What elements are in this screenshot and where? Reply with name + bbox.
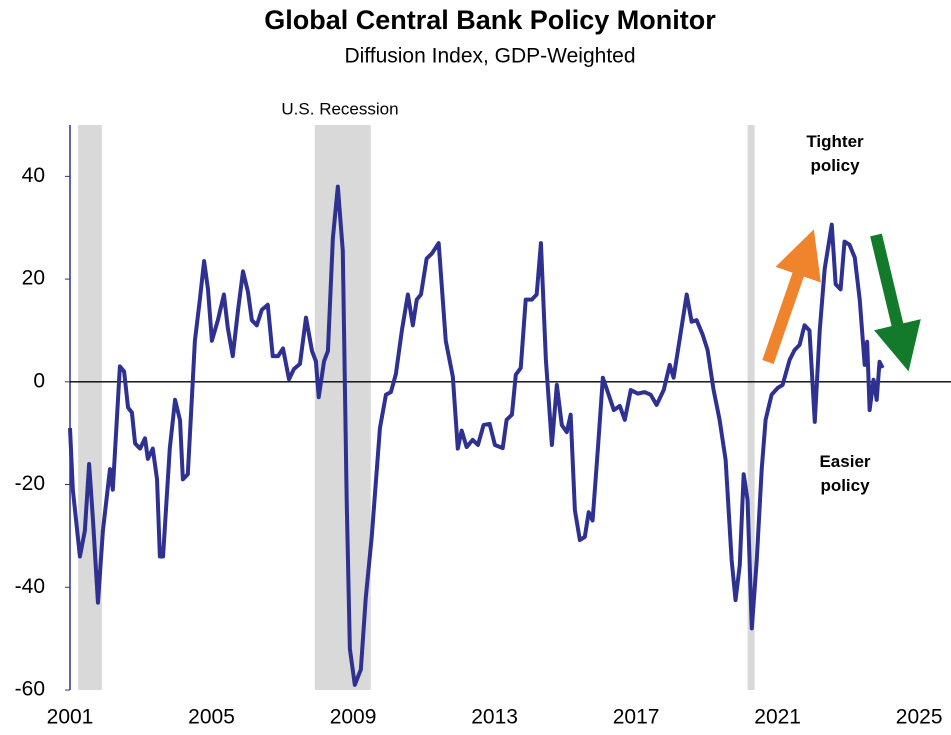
x-tick-label: 2013 — [471, 706, 518, 729]
x-tick-label: 2005 — [188, 706, 235, 729]
chart-title: Global Central Bank Policy Monitor — [264, 5, 716, 35]
y-tick-label: -60 — [15, 678, 45, 701]
y-tick-label: 20 — [22, 267, 45, 290]
recession-band — [314, 125, 371, 690]
x-tick-label: 2021 — [754, 706, 801, 729]
y-tick-label: -40 — [15, 575, 45, 598]
easier-arrow — [870, 233, 921, 372]
recession-band — [747, 125, 755, 690]
y-tick-label: 40 — [22, 164, 45, 187]
y-tick-label: -20 — [15, 472, 45, 495]
easier-note: Easier policy — [819, 452, 871, 495]
data-line — [68, 184, 885, 687]
x-tick-label: 2025 — [896, 706, 943, 729]
tighter-arrow — [762, 229, 821, 364]
chart-subtitle: Diffusion Index, GDP-Weighted — [344, 45, 635, 68]
tighter-note: Tighter policy — [806, 132, 864, 175]
y-tick-label: 0 — [33, 369, 45, 392]
x-tick-label: 2001 — [47, 706, 94, 729]
recession-label: U.S. Recession — [281, 99, 398, 118]
x-tick-label: 2009 — [330, 706, 377, 729]
x-tick-label: 2017 — [613, 706, 660, 729]
recession-band — [78, 125, 102, 690]
